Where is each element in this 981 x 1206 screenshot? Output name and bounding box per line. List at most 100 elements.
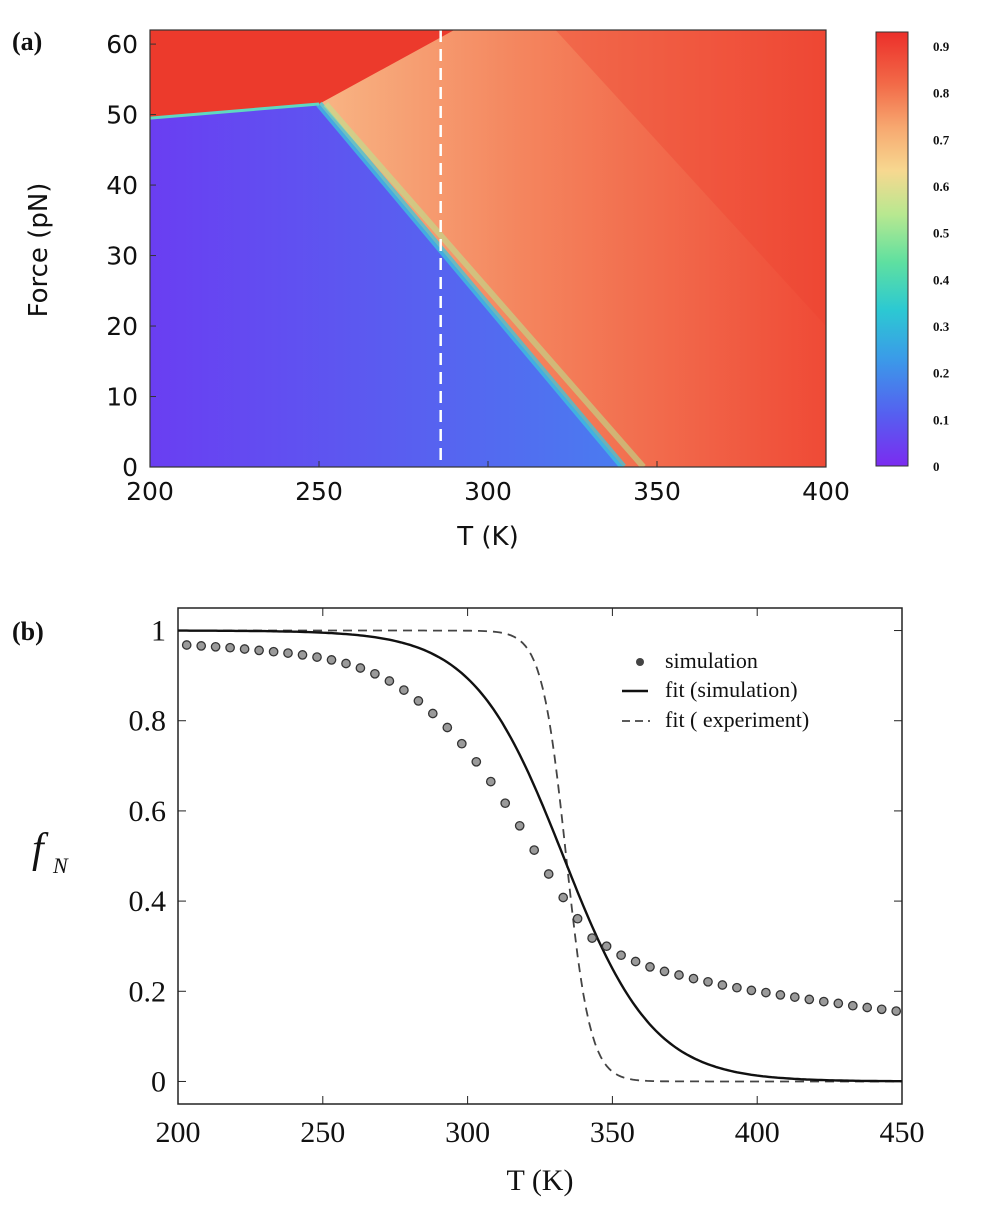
simulation-point <box>659 966 670 977</box>
series-fit-experiment <box>178 629 902 1083</box>
colorbar <box>875 31 909 467</box>
simulation-point <box>616 950 626 961</box>
y-tick-label: 0.6 <box>129 795 167 828</box>
simulation-point <box>326 655 337 665</box>
x-tick-label: 350 <box>590 1116 635 1149</box>
colorbar-tick-label: 0.5 <box>933 226 950 241</box>
simulation-point <box>572 913 583 924</box>
x-tick-label: 400 <box>735 1116 780 1149</box>
region-folded <box>150 104 624 467</box>
x-tick-label: 450 <box>880 1116 925 1149</box>
legend-simulation-label: simulation <box>665 648 758 673</box>
simulation-point <box>399 685 409 695</box>
simulation-point <box>746 985 757 996</box>
x-tick-label: 350 <box>633 477 681 506</box>
colorbar-tick-label: 0.4 <box>933 272 950 287</box>
simulation-point <box>645 962 655 972</box>
panel-a-y-ticks: 0 10 20 30 40 50 60 <box>106 30 156 482</box>
colorbar-tick-label: 0.1 <box>933 412 949 427</box>
x-tick-label: 300 <box>464 477 512 506</box>
simulation-point <box>891 1006 902 1016</box>
simulation-point <box>688 973 699 984</box>
simulation-point <box>761 987 771 998</box>
panel-a-label: (a) <box>12 27 42 56</box>
simulation-point <box>789 992 800 1002</box>
simulation-point <box>384 676 395 686</box>
simulation-point <box>312 652 322 662</box>
region-unfolded <box>319 30 826 467</box>
simulation-point <box>196 641 207 651</box>
simulation-point <box>500 798 511 809</box>
simulation-point <box>297 650 308 660</box>
panel-a-y-axis-label: Force (pN) <box>24 183 54 318</box>
simulation-point <box>601 941 612 952</box>
simulation-point <box>254 645 264 656</box>
legend-fit-experiment-label: fit ( experiment) <box>665 707 809 732</box>
simulation-point <box>413 696 424 706</box>
y-tick-label: 50 <box>106 101 138 130</box>
series-simulation <box>181 640 902 1016</box>
y-tick-label: 60 <box>106 30 138 59</box>
simulation-point <box>529 845 540 855</box>
simulation-point <box>876 1004 887 1015</box>
y-tick-label: 1 <box>151 615 166 648</box>
simulation-point <box>341 658 351 669</box>
panel-b-line-chart: (b) 200 250 300 350 400 450 0 0.2 0.4 0.6 0.8 1 T … <box>12 607 925 1197</box>
simulation-point <box>587 933 597 943</box>
colorbar-ticks: 0 0.1 0.2 0.3 0.4 0.5 0.6 0.7 0.8 0.9 <box>933 39 950 474</box>
simulation-point <box>442 722 453 733</box>
legend-fit-simulation-label: fit (simulation) <box>665 677 798 702</box>
panel-b-label: (b) <box>12 617 44 646</box>
simulation-point <box>818 996 829 1007</box>
simulation-point <box>543 869 554 879</box>
series-fit-simulation <box>178 629 902 1083</box>
simulation-point <box>847 1000 858 1011</box>
y-tick-label: 0.2 <box>129 975 167 1008</box>
simulation-point <box>630 956 641 967</box>
y-tick-label: 40 <box>106 171 138 200</box>
y-tick-label: 0.8 <box>129 705 167 738</box>
simulation-point <box>355 663 366 673</box>
simulation-point <box>775 990 786 1000</box>
simulation-point <box>674 970 684 980</box>
simulation-point <box>268 646 279 657</box>
colorbar-tick-label: 0.9 <box>933 39 950 54</box>
colorbar-tick-label: 0.2 <box>933 366 949 381</box>
legend-simulation-marker <box>636 658 644 666</box>
transition-band-outer <box>323 102 646 467</box>
x-tick-label: 250 <box>295 477 343 506</box>
panel-b-y-ticks: 0 0.2 0.4 0.6 0.8 1 <box>129 615 902 1098</box>
colorbar-tick-label: 0.8 <box>933 86 950 101</box>
y-label-f: f <box>32 826 49 872</box>
simulation-point <box>514 820 525 831</box>
y-label-subscript-n: N <box>52 853 69 878</box>
y-tick-label: 10 <box>106 383 138 412</box>
x-tick-label: 200 <box>126 477 174 506</box>
simulation-point <box>703 976 713 987</box>
colorbar-tick-label: 0.6 <box>933 179 950 194</box>
simulation-point <box>485 776 496 787</box>
simulation-point <box>225 642 235 653</box>
transition-band <box>316 101 626 467</box>
simulation-point <box>833 998 844 1009</box>
colorbar-tick-label: 0.3 <box>933 319 950 334</box>
simulation-point <box>558 892 569 903</box>
simulation-point <box>804 994 815 1005</box>
simulation-point <box>427 708 438 719</box>
simulation-point <box>370 668 380 679</box>
panel-a-x-axis-label: T (K) <box>456 522 518 552</box>
simulation-point <box>210 641 221 652</box>
y-tick-label: 0 <box>122 453 138 482</box>
simulation-point <box>239 644 250 654</box>
x-tick-label: 300 <box>445 1116 490 1149</box>
y-tick-label: 30 <box>106 242 138 271</box>
legend: simulation fit (simulation) fit ( experi… <box>622 648 809 732</box>
simulation-point <box>283 648 293 658</box>
panel-b-x-axis-label: T (K) <box>507 1164 574 1197</box>
heatmap-regions <box>150 30 826 467</box>
y-tick-label: 20 <box>106 312 138 341</box>
x-tick-label: 250 <box>300 1116 345 1149</box>
y-tick-label: 0 <box>151 1065 166 1098</box>
x-tick-label: 200 <box>156 1116 201 1149</box>
